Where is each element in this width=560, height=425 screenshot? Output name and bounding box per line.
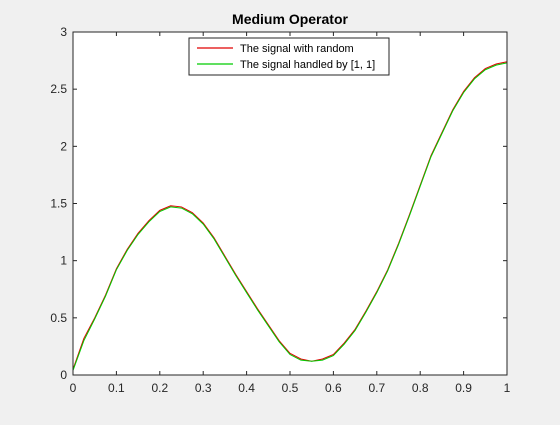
tick-layer: 0 0.1 0.2 0.3 0.4 0.5 0.6 0.7 0.8 0.9 1 0 0.5 1 1.5 2 2.… xyxy=(50,25,510,395)
x-tick-label: 0.3 xyxy=(195,381,212,395)
x-tick-label: 0.6 xyxy=(325,381,342,395)
x-tick-label: 0.7 xyxy=(368,381,385,395)
series-layer xyxy=(72,61,508,371)
legend-entry-series-2: The signal handled by [1, 1] xyxy=(240,59,375,71)
y-tick-label: 0 xyxy=(60,368,67,382)
y-tick-label: 2 xyxy=(60,139,67,153)
legend: The signal with random The signal handle… xyxy=(188,37,390,76)
x-tick-label: 0.2 xyxy=(151,381,168,395)
y-tick-label: 2.5 xyxy=(50,82,67,96)
y-tick-label: 0.5 xyxy=(50,311,67,325)
series-line-2 xyxy=(72,62,508,371)
y-tick-label: 3 xyxy=(60,25,67,39)
x-tick-label: 0.4 xyxy=(238,381,255,395)
y-tick-label: 1.5 xyxy=(50,197,67,211)
x-tick-label: 0.5 xyxy=(282,381,299,395)
x-tick-label: 0.9 xyxy=(455,381,472,395)
axes-background xyxy=(73,32,507,375)
x-tick-label: 0.8 xyxy=(412,381,429,395)
legend-box xyxy=(188,37,390,76)
x-tick-label: 1 xyxy=(504,381,511,395)
x-tick-label: 0 xyxy=(70,381,77,395)
y-tick-label: 1 xyxy=(60,254,67,268)
x-tick-label: 0.1 xyxy=(108,381,125,395)
legend-entry-series-1: The signal with random xyxy=(240,43,354,55)
chart-title: Medium Operator xyxy=(232,11,348,27)
